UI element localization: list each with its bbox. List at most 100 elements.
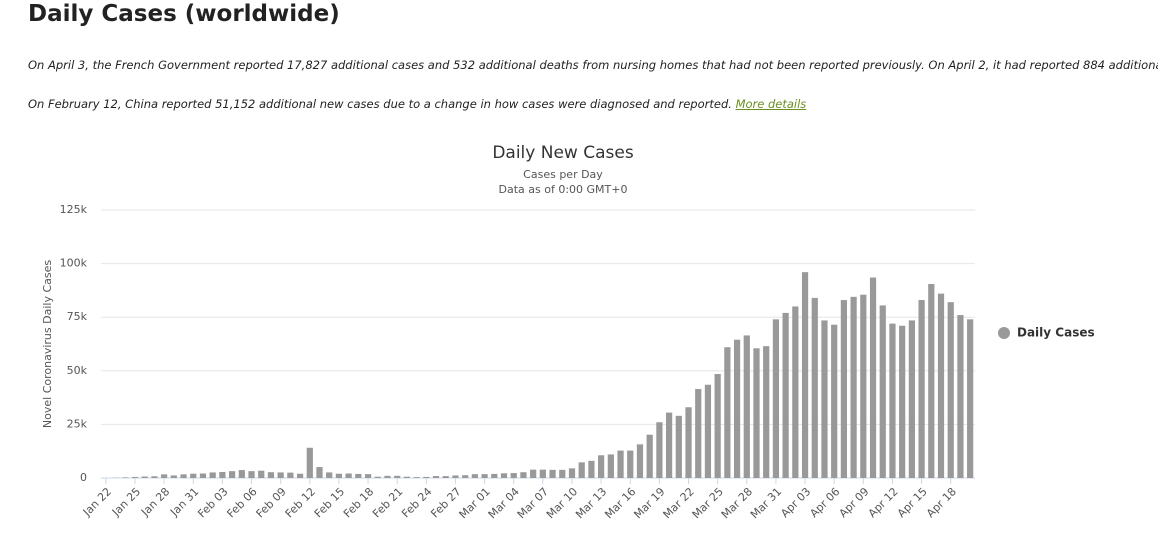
bar bbox=[423, 476, 430, 478]
bar bbox=[209, 472, 216, 478]
bar bbox=[656, 422, 663, 478]
x-tick-label: Feb 06 bbox=[224, 485, 259, 520]
bar bbox=[267, 472, 275, 478]
bar bbox=[860, 294, 867, 478]
chart-subtitle: Cases per Day bbox=[523, 168, 603, 181]
x-tick-label: Apr 06 bbox=[807, 485, 842, 520]
x-tick-label: Mar 16 bbox=[602, 485, 638, 521]
bar bbox=[695, 389, 702, 478]
bar bbox=[432, 476, 440, 478]
y-tick-label: 100k bbox=[60, 257, 88, 270]
bar bbox=[617, 450, 624, 478]
x-tick-label: Mar 04 bbox=[486, 485, 522, 521]
bar bbox=[442, 476, 449, 478]
bar bbox=[899, 325, 906, 478]
bar bbox=[151, 476, 158, 478]
bar bbox=[491, 473, 498, 478]
bar bbox=[316, 467, 323, 478]
y-tick-label: 25k bbox=[67, 417, 88, 430]
x-tick-label: Jan 31 bbox=[167, 485, 201, 519]
more-details-link[interactable]: More details bbox=[735, 97, 807, 111]
bar bbox=[947, 302, 954, 478]
bar bbox=[578, 462, 585, 478]
y-tick-label: 50k bbox=[67, 364, 88, 377]
y-axis-label: Novel Coronavirus Daily Cases bbox=[41, 260, 54, 428]
bar bbox=[510, 473, 517, 478]
bar bbox=[374, 476, 381, 478]
chart-subtitle: Data as of 0:00 GMT+0 bbox=[499, 183, 628, 196]
bar bbox=[763, 346, 770, 478]
bar bbox=[452, 475, 459, 478]
page-title: Daily Cases (worldwide) bbox=[28, 1, 340, 27]
bar bbox=[180, 474, 187, 478]
x-tick-label: Apr 09 bbox=[837, 485, 872, 520]
bar bbox=[258, 470, 265, 478]
y-tick-label: 0 bbox=[80, 471, 87, 484]
bar bbox=[792, 306, 799, 478]
bar bbox=[335, 473, 343, 478]
x-tick-label: Mar 22 bbox=[661, 485, 697, 521]
bar bbox=[772, 319, 780, 478]
bar bbox=[908, 320, 915, 478]
x-tick-label: Feb 09 bbox=[254, 485, 289, 520]
bar bbox=[850, 296, 857, 478]
y-tick-label: 75k bbox=[67, 310, 88, 323]
bar bbox=[530, 469, 537, 478]
bar bbox=[801, 272, 809, 478]
bar bbox=[782, 312, 789, 478]
bar bbox=[627, 450, 634, 478]
x-tick-label: Apr 15 bbox=[895, 485, 930, 520]
legend-label: Daily Cases bbox=[1017, 326, 1095, 340]
x-tick-label: Jan 28 bbox=[138, 485, 172, 519]
bar bbox=[704, 384, 712, 478]
bar bbox=[199, 473, 207, 478]
bar bbox=[928, 283, 935, 478]
x-tick-label: Mar 01 bbox=[457, 485, 493, 521]
bar bbox=[879, 305, 886, 478]
bar bbox=[384, 475, 391, 478]
x-tick-label: Mar 19 bbox=[631, 485, 667, 521]
bar bbox=[190, 473, 197, 478]
x-tick-label: Feb 15 bbox=[312, 485, 347, 520]
bar bbox=[714, 374, 721, 478]
bar bbox=[743, 335, 750, 478]
bar bbox=[559, 469, 566, 478]
bar bbox=[287, 472, 294, 478]
bar bbox=[869, 277, 877, 478]
bar bbox=[675, 415, 682, 478]
bar bbox=[219, 471, 226, 478]
bar bbox=[520, 472, 527, 478]
bar bbox=[306, 447, 313, 478]
bar bbox=[636, 444, 644, 478]
bar bbox=[539, 469, 546, 478]
x-tick-label: Feb 12 bbox=[283, 485, 318, 520]
bar bbox=[355, 473, 362, 478]
bar bbox=[889, 323, 896, 478]
x-tick-label: Mar 25 bbox=[690, 485, 726, 521]
bar bbox=[481, 474, 488, 478]
x-tick-label: Mar 31 bbox=[748, 485, 784, 521]
x-tick-label: Feb 21 bbox=[370, 485, 405, 520]
x-tick-label: Jan 22 bbox=[80, 485, 114, 519]
bar bbox=[957, 315, 964, 478]
bar bbox=[248, 471, 255, 478]
note: On February 12, China reported 51,152 ad… bbox=[28, 97, 1138, 111]
x-tick-label: Feb 18 bbox=[341, 485, 376, 520]
bar bbox=[831, 324, 838, 478]
x-tick-label: Apr 12 bbox=[866, 485, 901, 520]
bar bbox=[607, 454, 614, 478]
x-tick-label: Mar 07 bbox=[515, 485, 551, 521]
bar bbox=[122, 477, 129, 478]
x-tick-label: Mar 13 bbox=[573, 485, 609, 521]
bar bbox=[403, 476, 411, 478]
bar bbox=[228, 471, 236, 478]
bar bbox=[326, 472, 333, 478]
bar bbox=[549, 469, 556, 478]
x-tick-label: Mar 28 bbox=[719, 485, 755, 521]
y-tick-label: 125k bbox=[60, 203, 88, 216]
legend-marker bbox=[998, 327, 1010, 339]
bar bbox=[141, 476, 148, 478]
bar bbox=[821, 320, 828, 478]
x-tick-label: Apr 03 bbox=[778, 485, 813, 520]
